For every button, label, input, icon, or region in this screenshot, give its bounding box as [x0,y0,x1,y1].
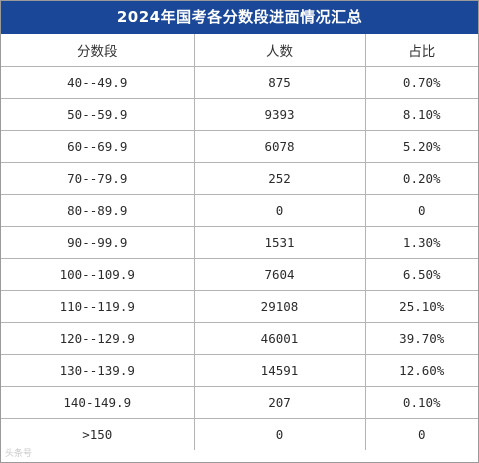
cell-count: 14591 [194,354,366,387]
cell-percent: 6.50% [365,258,478,291]
cell-count: 7604 [194,258,366,291]
cell-range: >150 [1,418,195,450]
cell-range: 60--69.9 [1,130,195,163]
cell-count: 46001 [194,322,366,355]
cell-range: 70--79.9 [1,162,195,195]
cell-percent: 12.60% [365,354,478,387]
cell-percent: 0 [365,194,478,227]
cell-percent: 5.20% [365,130,478,163]
table-row: 60--69.9 6078 5.20% [1,130,478,163]
cell-percent: 25.10% [365,290,478,323]
table-row: 130--139.9 14591 12.60% [1,354,478,387]
cell-count: 1531 [194,226,366,259]
score-table: 分数段 人数 占比 40--49.9 875 0.70% 50--59.9 9393 8.… [1,34,478,450]
cell-range: 90--99.9 [1,226,195,259]
table-header-row: 分数段 人数 占比 [1,34,478,67]
cell-range: 50--59.9 [1,98,195,131]
header-percent: 占比 [365,34,478,67]
cell-range: 110--119.9 [1,290,195,323]
cell-range: 130--139.9 [1,354,195,387]
table-row: 140-149.9 207 0.10% [1,386,478,419]
cell-percent: 0.10% [365,386,478,419]
table-row: >150 0 0 [1,418,478,450]
cell-count: 252 [194,162,366,195]
cell-count: 207 [194,386,366,419]
cell-range: 40--49.9 [1,66,195,99]
cell-percent: 0 [417,426,426,442]
table-row: 90--99.9 1531 1.30% [1,226,478,259]
cell-range: 140-149.9 [1,386,195,419]
cell-percent: 39.70% [365,322,478,355]
header-count: 人数 [194,34,366,67]
cell-percent: 1.30% [365,226,478,259]
table-row: 110--119.9 29108 25.10% [1,290,478,323]
cell-percent: 8.10% [365,98,478,131]
table-row: 80--89.9 0 0 [1,194,478,227]
cell-percent: 0.20% [365,162,478,195]
table-row: 40--49.9 875 0.70% [1,66,478,99]
cell-count: 0 [194,194,366,227]
cell-count: 9393 [194,98,366,131]
header-range: 分数段 [1,34,195,67]
table-row: 100--109.9 7604 6.50% [1,258,478,291]
watermark-text: 头条号 [5,449,33,459]
cell-count: 0 [194,418,366,450]
cell-percent: 0.70% [365,66,478,99]
table-row: 70--79.9 252 0.20% [1,162,478,195]
table-row: 50--59.9 9393 8.10% [1,98,478,131]
cell-count: 6078 [194,130,366,163]
cell-range: 120--129.9 [1,322,195,355]
cell-range: 80--89.9 [1,194,195,227]
cell-count: 29108 [194,290,366,323]
cell-count: 875 [194,66,366,99]
cell-range: 100--109.9 [1,258,195,291]
score-table-body: 分数段 人数 占比 40--49.9 875 0.70% 50--59.9 9393 8.… [1,34,478,450]
table-title: 2024年国考各分数段进面情况汇总 [1,1,478,34]
table-row: 120--129.9 46001 39.70% [1,322,478,355]
